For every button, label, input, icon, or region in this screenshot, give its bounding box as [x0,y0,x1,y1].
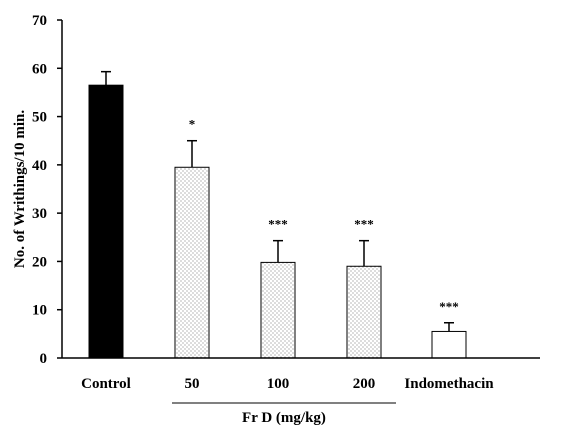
category-labels-group: Control 50 100 200 Indomethacin [81,376,494,392]
error-bars-group [101,70,454,332]
y-axis-ticks: 0 10 20 30 40 50 60 70 [32,13,62,367]
y-tick-label: 10 [32,303,47,319]
y-tick-label: 0 [40,351,48,367]
x-category-label: Control [81,376,131,392]
significance-label: *** [354,217,374,232]
y-tick-label: 70 [32,13,47,29]
bar-indomethacin [431,330,467,359]
y-axis-label: No. of Writhings/10 min. [12,110,28,268]
bars-group [88,84,467,359]
y-tick-label: 40 [32,158,47,174]
y-tick-label: 20 [32,254,47,270]
bar-200 [346,265,382,359]
x-group-label: Fr D (mg/kg) [242,410,326,425]
x-category-label: Indomethacin [404,376,494,392]
significance-group: **** ****** [189,117,459,314]
bar-50 [174,166,210,359]
y-tick-label: 50 [32,110,47,126]
y-tick-label: 30 [32,206,47,222]
bar-100 [260,261,296,359]
significance-label: * [189,117,196,132]
significance-label: *** [439,299,459,314]
x-category-label: 50 [185,376,200,392]
significance-label: *** [268,217,288,232]
x-category-label: 200 [353,376,376,392]
bar-control [88,84,124,359]
y-tick-label: 60 [32,61,47,77]
x-category-label: 100 [267,376,290,392]
